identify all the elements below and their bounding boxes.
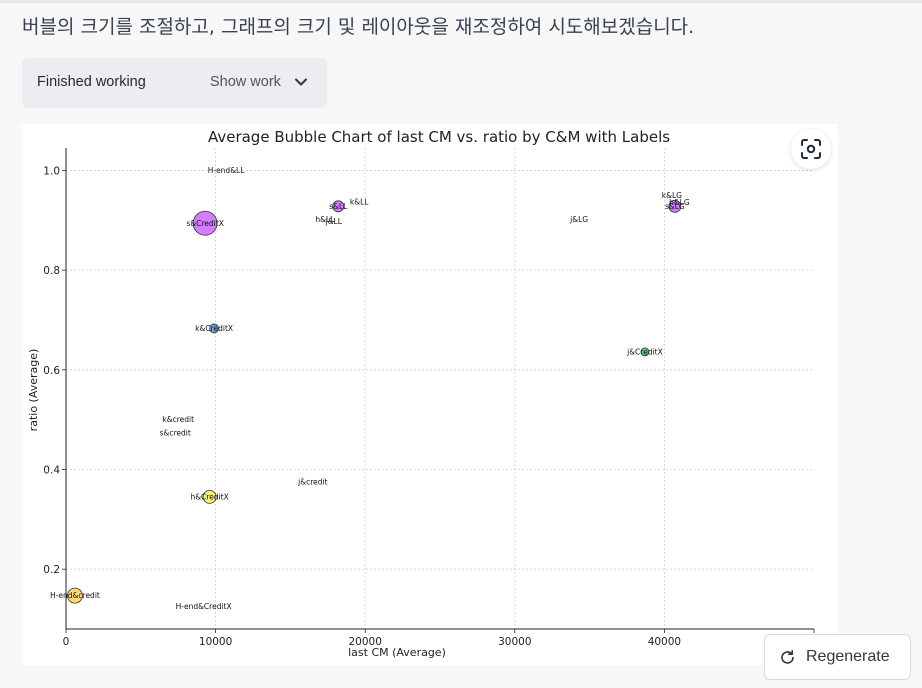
point-label: h&CreditX bbox=[190, 492, 228, 501]
bubble-point bbox=[67, 587, 83, 604]
chart-grid bbox=[66, 148, 814, 629]
chevron-down-icon[interactable] bbox=[294, 75, 308, 89]
y-tick-label: 0.8 bbox=[43, 265, 60, 277]
chart-title: Average Bubble Chart of last CM vs. rati… bbox=[208, 128, 670, 146]
point-label: H-end&credit bbox=[50, 591, 100, 600]
x-tick-label: 40000 bbox=[648, 636, 681, 648]
point-label: j&CreditX bbox=[626, 347, 663, 356]
top-divider bbox=[0, 0, 922, 3]
x-axis-label: last CM (Average) bbox=[348, 646, 446, 659]
point-label: s&LG bbox=[665, 202, 685, 211]
point-label: j&LL bbox=[325, 217, 343, 226]
point-label: h&LG bbox=[669, 198, 690, 207]
refresh-icon bbox=[781, 650, 794, 664]
bubble-point bbox=[332, 200, 345, 213]
chart-axes: 010000200003000040000500000.20.40.60.81.… bbox=[43, 148, 831, 648]
point-label: s&CreditX bbox=[186, 219, 223, 228]
regenerate-label: Regenerate bbox=[806, 648, 890, 665]
point-label: H-end&CreditX bbox=[176, 602, 232, 611]
bubble-chart: 010000200003000040000500000.20.40.60.81.… bbox=[22, 124, 838, 665]
bubble-point bbox=[640, 347, 650, 357]
point-label: k&LL bbox=[350, 197, 369, 206]
point-label: h&LL bbox=[315, 215, 335, 224]
expand-image-button[interactable] bbox=[791, 129, 831, 169]
point-label: j&LG bbox=[569, 215, 588, 224]
chart-marks bbox=[67, 199, 682, 604]
bubble-point bbox=[192, 210, 218, 236]
point-label: k&CreditX bbox=[195, 324, 233, 333]
bubble-point bbox=[668, 199, 682, 213]
assistant-message: 버블의 크기를 조절하고, 그래프의 크기 및 레이아웃을 재조정하여 시도해보… bbox=[22, 16, 695, 38]
point-label: k&LG bbox=[662, 191, 682, 200]
show-work-button[interactable]: Show work bbox=[210, 74, 281, 90]
x-tick-label: 0 bbox=[63, 636, 70, 648]
y-axis-label: ratio (Average) bbox=[27, 349, 40, 432]
chart-svg: 010000200003000040000500000.20.40.60.81.… bbox=[27, 128, 831, 659]
point-label: s&credit bbox=[160, 429, 191, 438]
x-tick-label: 30000 bbox=[498, 636, 531, 648]
regenerate-button[interactable]: Regenerate bbox=[764, 634, 911, 680]
work-status: Finished working bbox=[37, 74, 146, 90]
focus-icon bbox=[801, 139, 821, 159]
x-tick-label: 20000 bbox=[348, 636, 381, 648]
point-label: k&credit bbox=[162, 415, 194, 424]
point-label: j&credit bbox=[297, 477, 327, 486]
bubble-point bbox=[209, 323, 220, 334]
bubble-point bbox=[202, 490, 217, 504]
y-tick-label: 1.0 bbox=[43, 165, 60, 177]
x-tick-label: 10000 bbox=[199, 636, 232, 648]
chart-point-labels: H-end&LL s&CreditX s&LL k&LL h&LLj&LL j&LG k&L… bbox=[50, 166, 690, 611]
work-panel: Finished working Show work bbox=[22, 58, 327, 108]
y-tick-label: 0.4 bbox=[43, 464, 60, 476]
y-tick-label: 0.6 bbox=[43, 365, 60, 377]
point-label: s&LL bbox=[329, 202, 348, 211]
point-label: H-end&LL bbox=[208, 166, 246, 175]
y-tick-label: 0.2 bbox=[43, 564, 60, 576]
